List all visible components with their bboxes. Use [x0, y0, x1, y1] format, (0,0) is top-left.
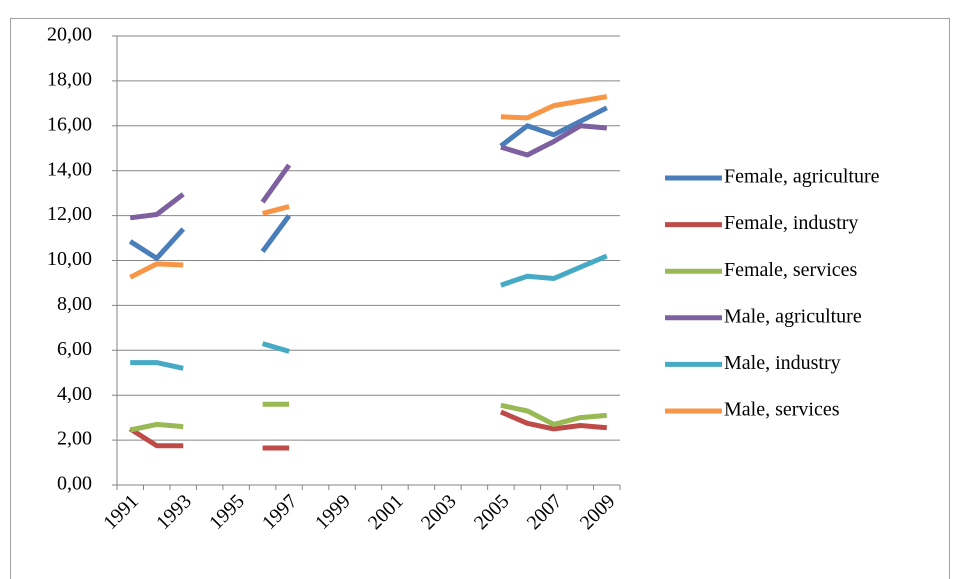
series-line — [129, 123, 608, 221]
legend-label: Male, services — [724, 399, 840, 421]
legend-label: Female, services — [724, 259, 857, 281]
series-line — [128, 409, 608, 451]
y-tick-label: 16,00 — [47, 113, 92, 135]
y-tick-label: 10,00 — [47, 248, 92, 270]
y-tick-label: 6,00 — [57, 338, 92, 360]
y-tick-label: 2,00 — [57, 428, 92, 450]
legend-label: Female, industry — [724, 212, 858, 234]
y-tick-label: 12,00 — [47, 203, 92, 225]
series-line — [129, 94, 608, 280]
series-line — [130, 253, 608, 371]
legend-label: Female, agriculture — [724, 166, 880, 188]
series-line — [128, 105, 608, 261]
y-tick-label: 4,00 — [57, 383, 92, 405]
y-tick-label: 0,00 — [57, 473, 92, 495]
legend-label: Male, agriculture — [724, 305, 862, 327]
legend-label: Male, industry — [724, 352, 841, 374]
y-tick-label: 8,00 — [57, 293, 92, 315]
y-tick-label: 20,00 — [47, 24, 92, 46]
series-line — [129, 401, 608, 433]
y-tick-label: 18,00 — [47, 68, 92, 90]
y-tick-label: 14,00 — [47, 158, 92, 180]
chart-frame — [10, 18, 950, 579]
